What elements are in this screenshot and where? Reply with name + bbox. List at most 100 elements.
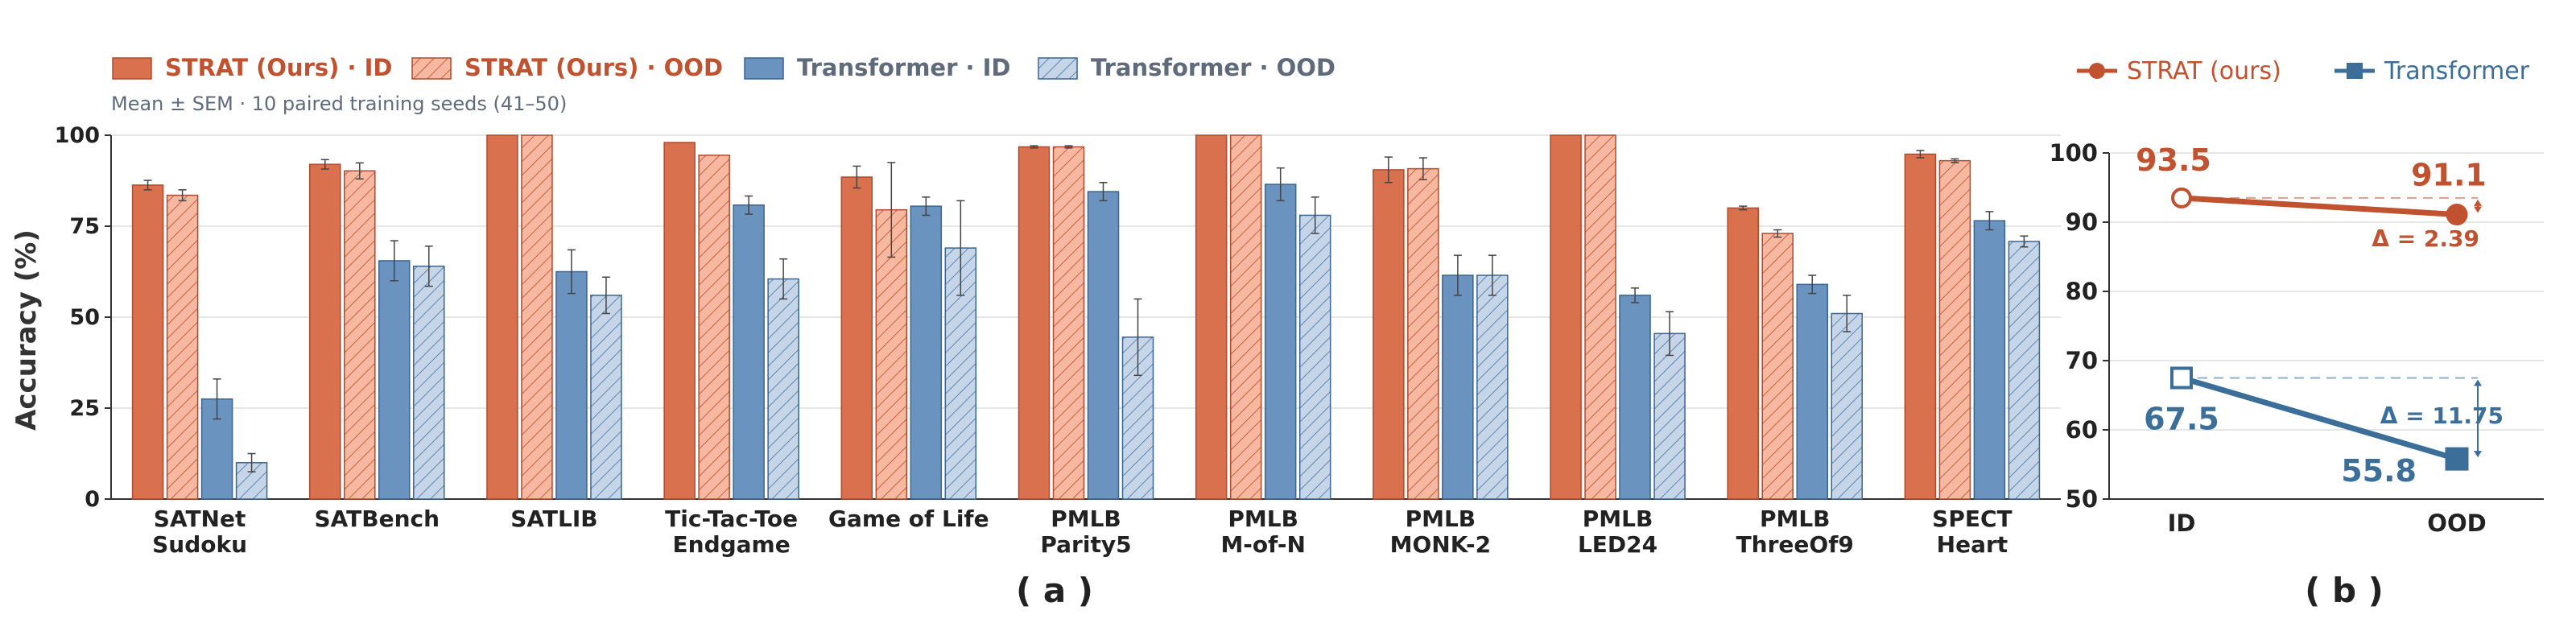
y-tick-label: 100	[55, 123, 100, 148]
bar	[910, 205, 943, 500]
delta-arrowhead	[2474, 451, 2482, 458]
bar	[378, 260, 411, 500]
bar	[1052, 146, 1085, 500]
panel-b-label: ( b )	[2305, 571, 2384, 610]
x-tick-label: LED24	[1578, 531, 1657, 558]
panel-b-axes: 50 60 70 80 90 100 ID OOD	[2049, 139, 2544, 537]
bar	[486, 134, 518, 500]
legend-entry: Transformer · ID	[797, 54, 1010, 81]
bar	[521, 134, 553, 500]
bar	[1761, 233, 1794, 500]
x-tick-label: M-of-N	[1220, 531, 1305, 558]
legend-entry: Transformer	[2384, 57, 2530, 85]
delta-label: Δ = 2.39	[2372, 225, 2479, 252]
bar	[1831, 312, 1863, 500]
x-tick-label: SATNet	[154, 506, 246, 532]
series-line	[2178, 195, 2460, 218]
y-tick-label: 50	[2066, 485, 2098, 513]
x-tick-label: SATBench	[314, 506, 440, 532]
bar	[555, 270, 588, 500]
bar	[840, 176, 873, 500]
data-label: 55.8	[2341, 453, 2417, 489]
y-tick-label: 70	[2066, 347, 2098, 374]
y-tick-label: 80	[2066, 278, 2098, 305]
x-tick-label: PMLB	[1228, 506, 1298, 532]
y-tick-label: 25	[69, 396, 100, 421]
y-tick-label: 100	[2049, 139, 2098, 167]
legend-swatch	[1038, 57, 1078, 80]
bar	[2008, 241, 2041, 500]
data-label: 91.1	[2411, 158, 2487, 193]
bar	[1298, 214, 1331, 500]
bar	[663, 142, 696, 500]
bar	[1584, 134, 1616, 500]
data-point-id	[2171, 187, 2192, 208]
panel-a-subtitle: Mean ± SEM · 10 paired training seeds (4…	[111, 93, 567, 115]
bar	[200, 398, 233, 500]
legend-swatch	[411, 57, 452, 80]
bar	[590, 295, 622, 500]
legend-marker	[2347, 63, 2363, 79]
bar	[1727, 207, 1759, 500]
bar	[1938, 159, 1971, 500]
x-tick-label: ThreeOf9	[1736, 531, 1854, 558]
legend-marker	[2089, 63, 2105, 79]
bar	[1904, 153, 1937, 500]
panel-a-bar-chart: STRAT (Ours) · ID STRAT (Ours) · OOD Trans…	[10, 54, 2061, 610]
y-tick-label: 0	[85, 487, 100, 512]
data-label: 67.5	[2144, 402, 2219, 437]
bar	[166, 194, 199, 500]
panel-a-bars	[131, 134, 2041, 500]
x-tick-label: PMLB	[1051, 506, 1121, 532]
x-tick-label: SATLIB	[510, 506, 597, 532]
data-point-ood	[2446, 204, 2468, 226]
x-tick-label: Parity5	[1040, 531, 1131, 558]
panel-a-y-axis-label: Accuracy (%)	[10, 229, 43, 431]
x-tick-label: Sudoku	[152, 531, 247, 558]
bar	[698, 155, 730, 500]
data-point-ood	[2445, 447, 2469, 471]
legend-entry: STRAT (Ours) · OOD	[464, 54, 723, 81]
y-tick-label: 90	[2066, 208, 2098, 236]
bar	[1550, 134, 1582, 500]
bar	[1407, 167, 1439, 500]
x-tick-label: PMLB	[1583, 506, 1653, 532]
bar	[1373, 169, 1405, 500]
bar	[1796, 283, 1828, 500]
y-tick-label: 60	[2066, 416, 2098, 444]
bar	[344, 170, 376, 500]
bar	[1264, 184, 1297, 500]
x-tick-label: OOD	[2427, 510, 2486, 537]
x-tick-label: PMLB	[1406, 506, 1476, 532]
bar	[1973, 220, 2006, 500]
x-tick-label: Tic-Tac-Toe	[665, 506, 798, 532]
x-tick-label: SPECT	[1932, 506, 2012, 532]
bar	[733, 204, 765, 500]
delta-label: Δ = 11.75	[2380, 402, 2504, 429]
legend-entry: STRAT (Ours) · ID	[165, 54, 393, 81]
y-tick-label: 50	[69, 305, 100, 330]
data-point-id	[2170, 366, 2193, 390]
panel-a-label: ( a )	[1016, 571, 1093, 610]
panel-b-line-chart: STRAT (ours) Transformer 50 60 70 80 90 100 ID O…	[2049, 57, 2544, 610]
bar	[1087, 191, 1120, 500]
legend-entry: Transformer · OOD	[1091, 54, 1335, 81]
x-tick-label: MONK-2	[1390, 531, 1491, 558]
bar	[1476, 274, 1509, 500]
x-tick-label: ID	[2168, 510, 2196, 537]
delta-arrowhead	[2474, 379, 2482, 386]
legend-entry: STRAT (ours)	[2127, 57, 2281, 85]
panel-b-legend: STRAT (ours) Transformer	[2077, 57, 2530, 85]
bar	[131, 184, 164, 500]
x-tick-label: Game of Life	[828, 506, 989, 532]
x-tick-label: Endgame	[673, 531, 791, 558]
legend-swatch	[112, 57, 152, 80]
bar	[1229, 134, 1262, 500]
panel-b-series: 93.5 91.1 Δ = 2.39 67.5 55.8 Δ = 11.75	[2136, 142, 2504, 489]
x-tick-label: PMLB	[1760, 506, 1831, 532]
series-line	[2178, 375, 2460, 462]
y-tick-label: 75	[69, 214, 100, 239]
bar	[1653, 332, 1686, 500]
